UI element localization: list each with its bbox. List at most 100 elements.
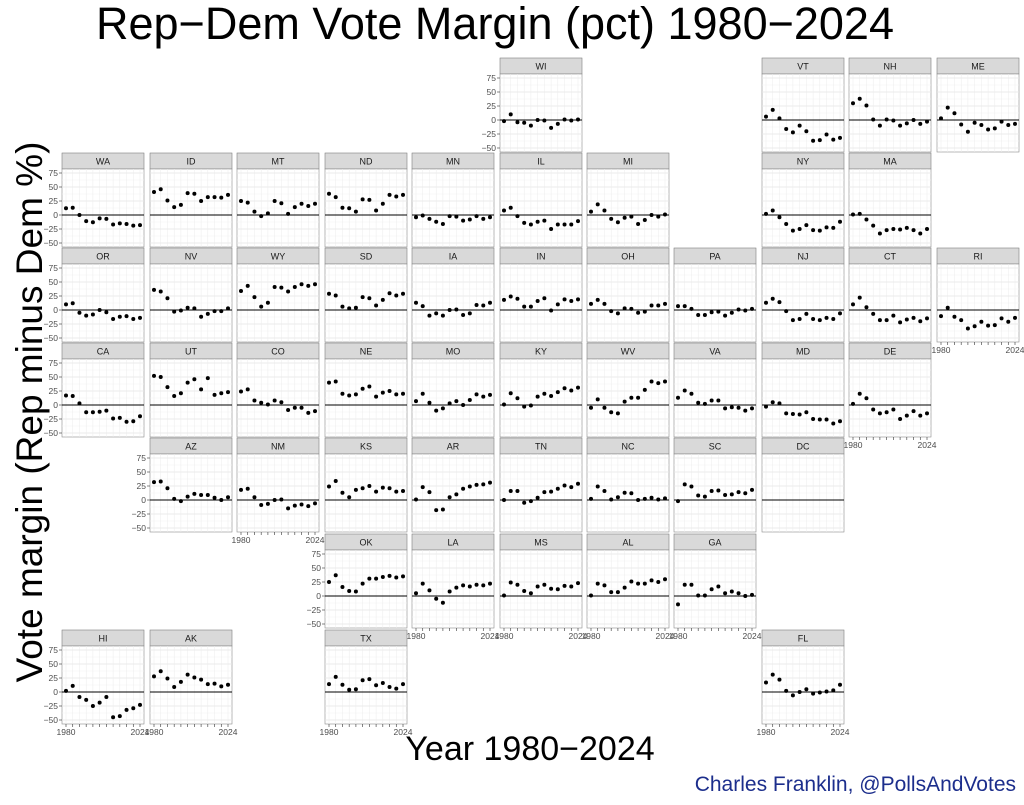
data-point — [367, 384, 372, 389]
data-point — [226, 390, 230, 395]
data-point — [696, 493, 701, 498]
data-point — [629, 395, 634, 400]
data-point — [609, 497, 614, 502]
panel-label: MS — [534, 538, 548, 548]
data-point — [401, 192, 405, 197]
data-point — [360, 386, 365, 391]
data-point — [904, 413, 909, 418]
data-point — [542, 218, 547, 223]
y-tick-label: 50 — [49, 277, 59, 287]
data-point — [226, 192, 230, 197]
data-point — [427, 490, 432, 495]
data-point — [104, 216, 109, 221]
data-point — [522, 404, 527, 409]
data-point — [70, 301, 75, 306]
panel-label: MO — [446, 347, 461, 357]
data-point — [595, 202, 600, 207]
data-point — [642, 581, 647, 586]
data-point — [696, 313, 701, 318]
data-point — [212, 309, 217, 314]
data-point — [629, 214, 634, 219]
data-point — [481, 394, 486, 399]
data-point — [205, 682, 210, 687]
data-point — [252, 209, 257, 214]
data-point — [327, 380, 331, 385]
data-point — [589, 209, 593, 214]
data-point — [602, 405, 607, 410]
data-point — [528, 499, 533, 504]
data-point — [709, 310, 714, 315]
panel-label: VT — [797, 62, 809, 72]
data-point — [440, 507, 445, 512]
y-tick-label: 75 — [137, 453, 147, 463]
data-point — [857, 96, 862, 101]
data-point — [488, 480, 492, 485]
data-point — [340, 490, 345, 495]
data-point — [111, 715, 116, 720]
data-point — [986, 127, 991, 132]
data-point — [811, 138, 816, 143]
data-point — [784, 688, 789, 693]
data-point — [549, 394, 554, 399]
y-tick-label: 25 — [312, 577, 322, 587]
data-point — [172, 205, 177, 210]
data-point — [682, 304, 687, 309]
panel-sc: SC — [674, 438, 757, 533]
data-point — [656, 381, 661, 386]
panel-nc: NC — [587, 438, 670, 533]
data-point — [347, 393, 352, 398]
data-point — [965, 129, 970, 134]
panel-ga: GA 1980 2024 — [669, 534, 762, 641]
data-point — [279, 285, 284, 290]
data-point — [784, 309, 789, 314]
data-point — [663, 577, 667, 582]
data-point — [380, 485, 385, 490]
data-point — [488, 392, 492, 397]
data-point — [279, 497, 284, 502]
data-point — [340, 205, 345, 210]
data-point — [918, 413, 923, 418]
data-point — [327, 682, 331, 687]
data-point — [353, 392, 358, 397]
data-point — [265, 300, 270, 305]
data-point — [615, 590, 620, 595]
data-point — [279, 201, 284, 206]
data-point — [508, 489, 513, 494]
data-point — [374, 576, 379, 581]
data-point — [992, 126, 997, 131]
data-point — [986, 323, 991, 328]
data-point — [461, 313, 466, 318]
data-point — [313, 282, 317, 287]
data-point — [481, 482, 486, 487]
data-point — [676, 602, 680, 607]
data-point — [636, 310, 641, 315]
data-point — [340, 391, 345, 396]
data-point — [576, 297, 580, 302]
panel-va: VA — [674, 343, 757, 438]
data-point — [1006, 319, 1011, 324]
data-point — [84, 219, 89, 224]
data-point — [549, 586, 554, 591]
data-point — [340, 585, 345, 590]
panel-label: NY — [797, 157, 810, 167]
data-point — [729, 310, 734, 315]
y-tick-label: −25 — [44, 224, 59, 234]
data-point — [299, 502, 304, 507]
panel-label: NV — [185, 252, 198, 262]
data-point — [884, 228, 889, 233]
data-point — [831, 316, 836, 321]
panel-nh: NH — [849, 58, 932, 153]
data-point — [871, 117, 876, 122]
data-point — [226, 306, 230, 311]
data-point — [918, 121, 923, 126]
data-point — [474, 482, 479, 487]
data-point — [750, 406, 754, 411]
panel-mn: MN — [412, 153, 495, 248]
data-point — [515, 296, 520, 301]
x-tick-label: 1980 — [757, 727, 776, 737]
data-point — [811, 228, 816, 233]
data-point — [515, 489, 520, 494]
panel-ut: UT — [150, 343, 233, 438]
data-point — [925, 316, 929, 321]
data-point — [327, 191, 331, 196]
